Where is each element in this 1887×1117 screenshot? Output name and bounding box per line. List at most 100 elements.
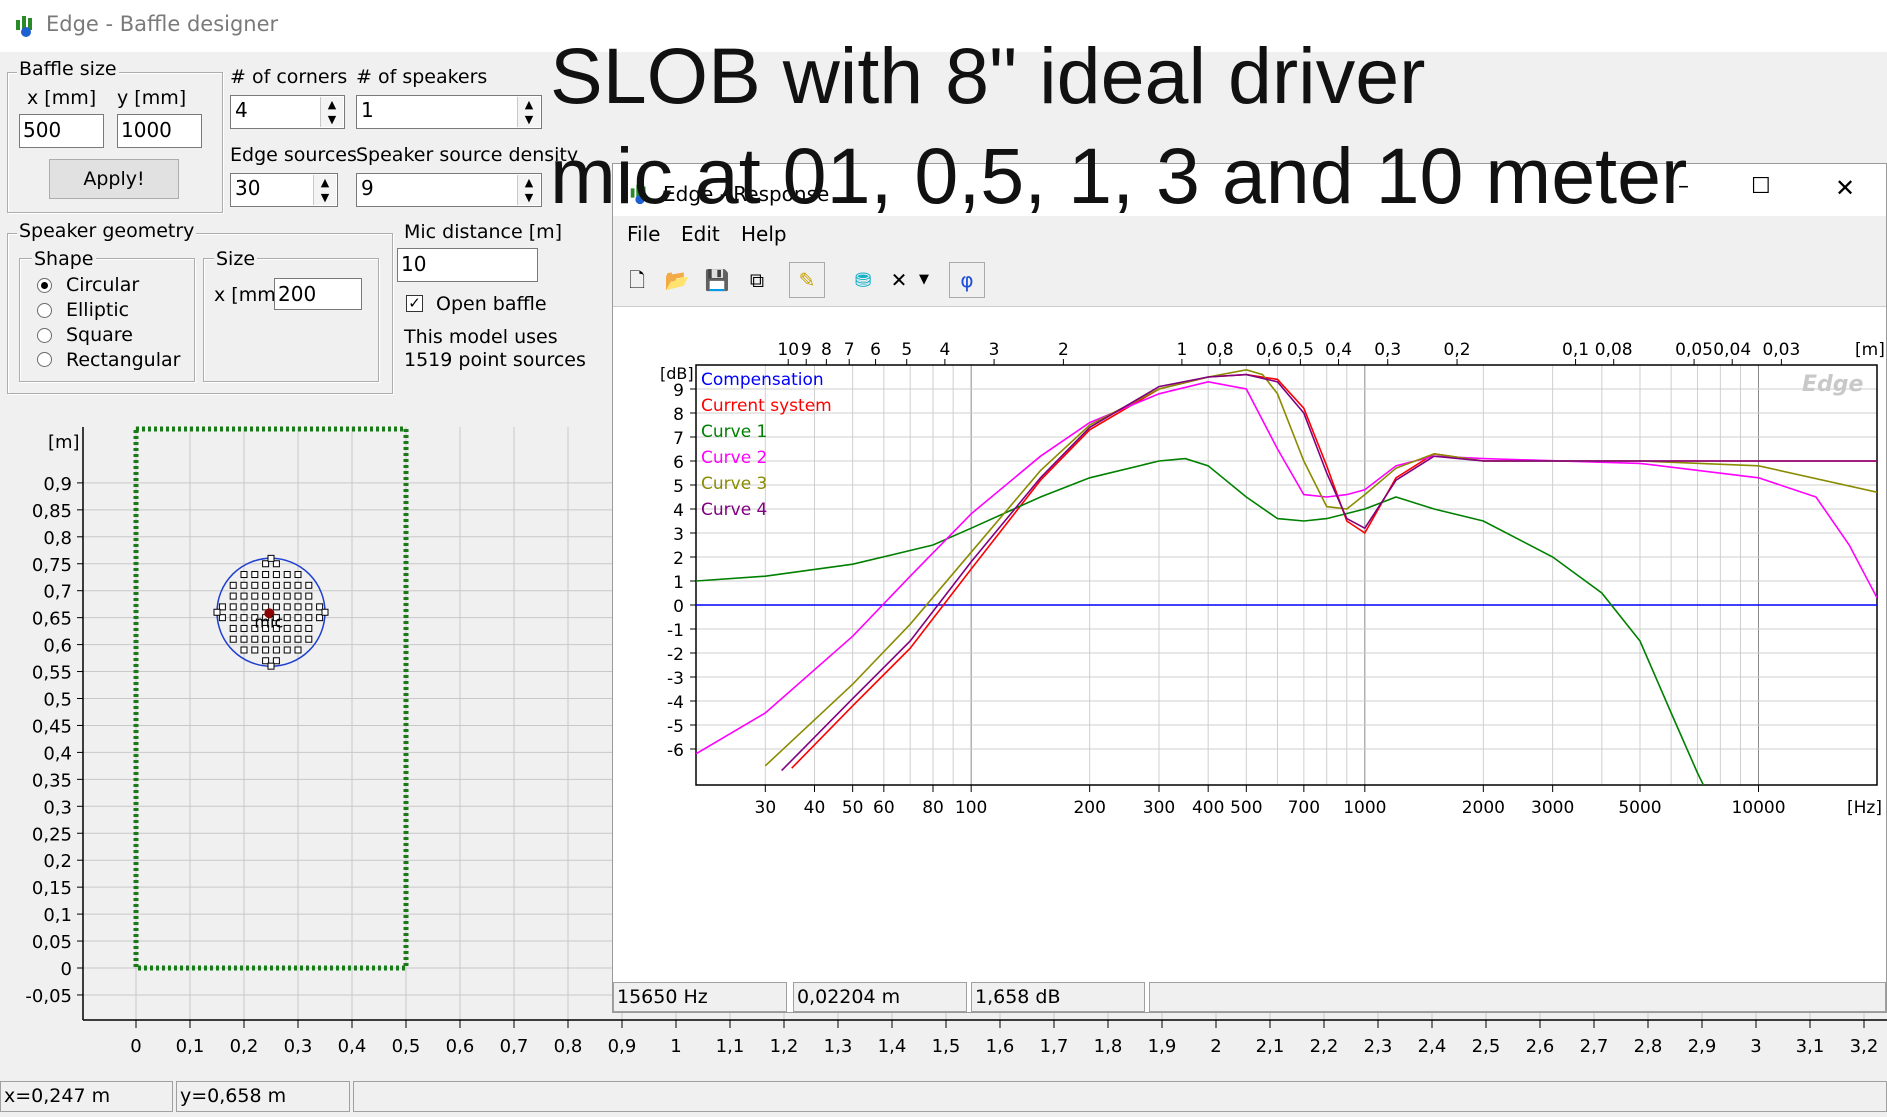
size-x-label: x [mm] xyxy=(214,284,284,306)
spin-up-icon[interactable]: ▲ xyxy=(524,98,534,111)
spin-down-icon[interactable]: ▼ xyxy=(524,113,534,126)
title-bar: Edge - Baffle designer xyxy=(0,0,1887,52)
speaker-density-label: Speaker source density xyxy=(356,144,579,166)
shape-label-rectangular[interactable]: Rectangular xyxy=(66,349,181,371)
shape-label-elliptic[interactable]: Elliptic xyxy=(66,299,130,321)
speaker-source-point xyxy=(272,614,280,622)
top-tick-label: 5 xyxy=(901,340,912,360)
top-axis-label: [m] xyxy=(1855,340,1885,360)
copy-icon[interactable]: ⧉ xyxy=(749,268,765,292)
speaker-source-point xyxy=(240,635,248,643)
menu-help[interactable]: Help xyxy=(741,222,787,246)
mic-position-marker xyxy=(264,608,275,619)
delete-icon[interactable]: ✕ xyxy=(890,268,908,292)
y-tick-label: 7 xyxy=(673,429,684,449)
size-group xyxy=(203,258,379,382)
open-baffle-label[interactable]: Open baffle xyxy=(436,293,547,315)
top-tick-label: 1 xyxy=(1176,340,1187,360)
speaker-edge-point xyxy=(213,608,221,616)
corners-spin-arrows[interactable]: ▲ ▼ xyxy=(320,97,343,127)
speaker-edge-point xyxy=(267,662,275,670)
legend-entry: Curve 3 xyxy=(701,474,767,494)
spin-down-icon[interactable]: ▼ xyxy=(320,191,330,204)
speaker-source-point xyxy=(272,657,280,665)
open-baffle-checkbox[interactable]: ✓ xyxy=(406,295,423,312)
density-spin-arrows[interactable]: ▲ ▼ xyxy=(517,175,540,205)
top-tick-label: 0,3 xyxy=(1374,340,1401,360)
x-tick-label: 1,7 xyxy=(1040,1036,1069,1057)
edge-spin-arrows[interactable]: ▲ ▼ xyxy=(313,175,336,205)
response-status-freq: 15650 Hz xyxy=(613,982,787,1012)
speaker-source-point xyxy=(251,646,259,654)
x-tick-label: 500 xyxy=(1230,798,1262,818)
spin-down-icon[interactable]: ▼ xyxy=(327,113,337,126)
speaker-edge-point xyxy=(267,554,275,562)
edge-sources-spinner[interactable]: 30 ▲ ▼ xyxy=(230,173,338,207)
pen-icon[interactable]: ✎ xyxy=(789,262,825,298)
speaker-source-point xyxy=(305,592,313,600)
minimize-icon[interactable]: – xyxy=(1678,174,1689,199)
speaker-source-point xyxy=(283,581,291,589)
spin-up-icon[interactable]: ▲ xyxy=(320,176,330,189)
size-input[interactable]: 200 xyxy=(274,278,362,310)
x-tick-label: 100 xyxy=(955,798,987,818)
speaker-source-point xyxy=(262,560,270,568)
x-tick-label: 2,1 xyxy=(1256,1036,1285,1057)
speakers-spin-arrows[interactable]: ▲ ▼ xyxy=(517,97,540,127)
speaker-source-point xyxy=(283,624,291,632)
y-tick-label: 0,45 xyxy=(32,716,72,737)
speaker-source-point xyxy=(305,603,313,611)
speakers-spinner[interactable]: 1 ▲ ▼ xyxy=(356,95,542,129)
maximize-icon[interactable]: ☐ xyxy=(1751,174,1771,199)
speaker-geometry-group xyxy=(7,233,393,394)
baffle-y-input[interactable]: 1000 xyxy=(117,114,202,148)
shape-radio-square[interactable] xyxy=(37,328,52,343)
x-tick-label: 0,6 xyxy=(446,1036,475,1057)
menu-edit[interactable]: Edit xyxy=(681,222,720,246)
speaker-source-point xyxy=(316,603,324,611)
x-tick-label: 1,8 xyxy=(1094,1036,1123,1057)
speaker-source-point xyxy=(251,624,259,632)
spin-up-icon[interactable]: ▲ xyxy=(327,98,337,111)
speaker-density-spinner[interactable]: 9 ▲ ▼ xyxy=(356,173,542,207)
speaker-source-point xyxy=(251,592,259,600)
y-tick-label: -1 xyxy=(667,621,684,641)
legend-entry: Current system xyxy=(701,396,832,416)
x-tick-label: 40 xyxy=(804,798,826,818)
speaker-source-point xyxy=(251,581,259,589)
x-tick-label: 0 xyxy=(130,1036,141,1057)
shape-legend: Shape xyxy=(32,248,96,270)
shape-radio-rectangular[interactable] xyxy=(37,352,52,367)
y-tick-label: 3 xyxy=(673,525,684,545)
y-tick-label: 0 xyxy=(673,597,684,617)
shape-label-square[interactable]: Square xyxy=(66,324,133,346)
open-folder-icon[interactable]: 📂 xyxy=(664,268,690,292)
dropdown-arrow-icon[interactable]: ▼ xyxy=(919,272,929,287)
baffle-x-input[interactable]: 500 xyxy=(19,114,104,148)
save-icon[interactable]: 💾 xyxy=(704,268,730,292)
y-tick-label: 0,4 xyxy=(43,743,72,764)
y-tick-label: 0,6 xyxy=(43,636,72,657)
corners-spinner[interactable]: 4 ▲ ▼ xyxy=(230,95,345,129)
spin-down-icon[interactable]: ▼ xyxy=(524,191,534,204)
close-icon[interactable]: ✕ xyxy=(1835,174,1856,202)
speaker-icon[interactable]: ⛃ xyxy=(854,268,872,292)
shape-label-circular[interactable]: Circular xyxy=(66,274,140,296)
speaker-source-point xyxy=(262,657,270,665)
new-file-icon[interactable]: 🗋 xyxy=(628,268,646,292)
y-axis-label: [dB] xyxy=(660,364,694,383)
overlay-title-line2: mic at 01, 0,5, 1, 3 and 10 meter xyxy=(550,131,1688,220)
y-tick-label: -0,05 xyxy=(25,986,72,1007)
x-tick-label: 0,7 xyxy=(500,1036,529,1057)
phase-button[interactable]: φ xyxy=(949,262,985,298)
y-unit-label: [m] xyxy=(48,432,80,453)
shape-radio-elliptic[interactable] xyxy=(37,303,52,318)
spin-up-icon[interactable]: ▲ xyxy=(524,176,534,189)
shape-radio-circular[interactable] xyxy=(37,278,52,293)
mic-distance-input[interactable]: 10 xyxy=(397,248,538,282)
apply-button[interactable]: Apply! xyxy=(49,159,179,199)
speaker-edge-point xyxy=(321,608,329,616)
menu-file[interactable]: File xyxy=(627,222,661,246)
response-status-level: 1,658 dB xyxy=(971,982,1145,1012)
